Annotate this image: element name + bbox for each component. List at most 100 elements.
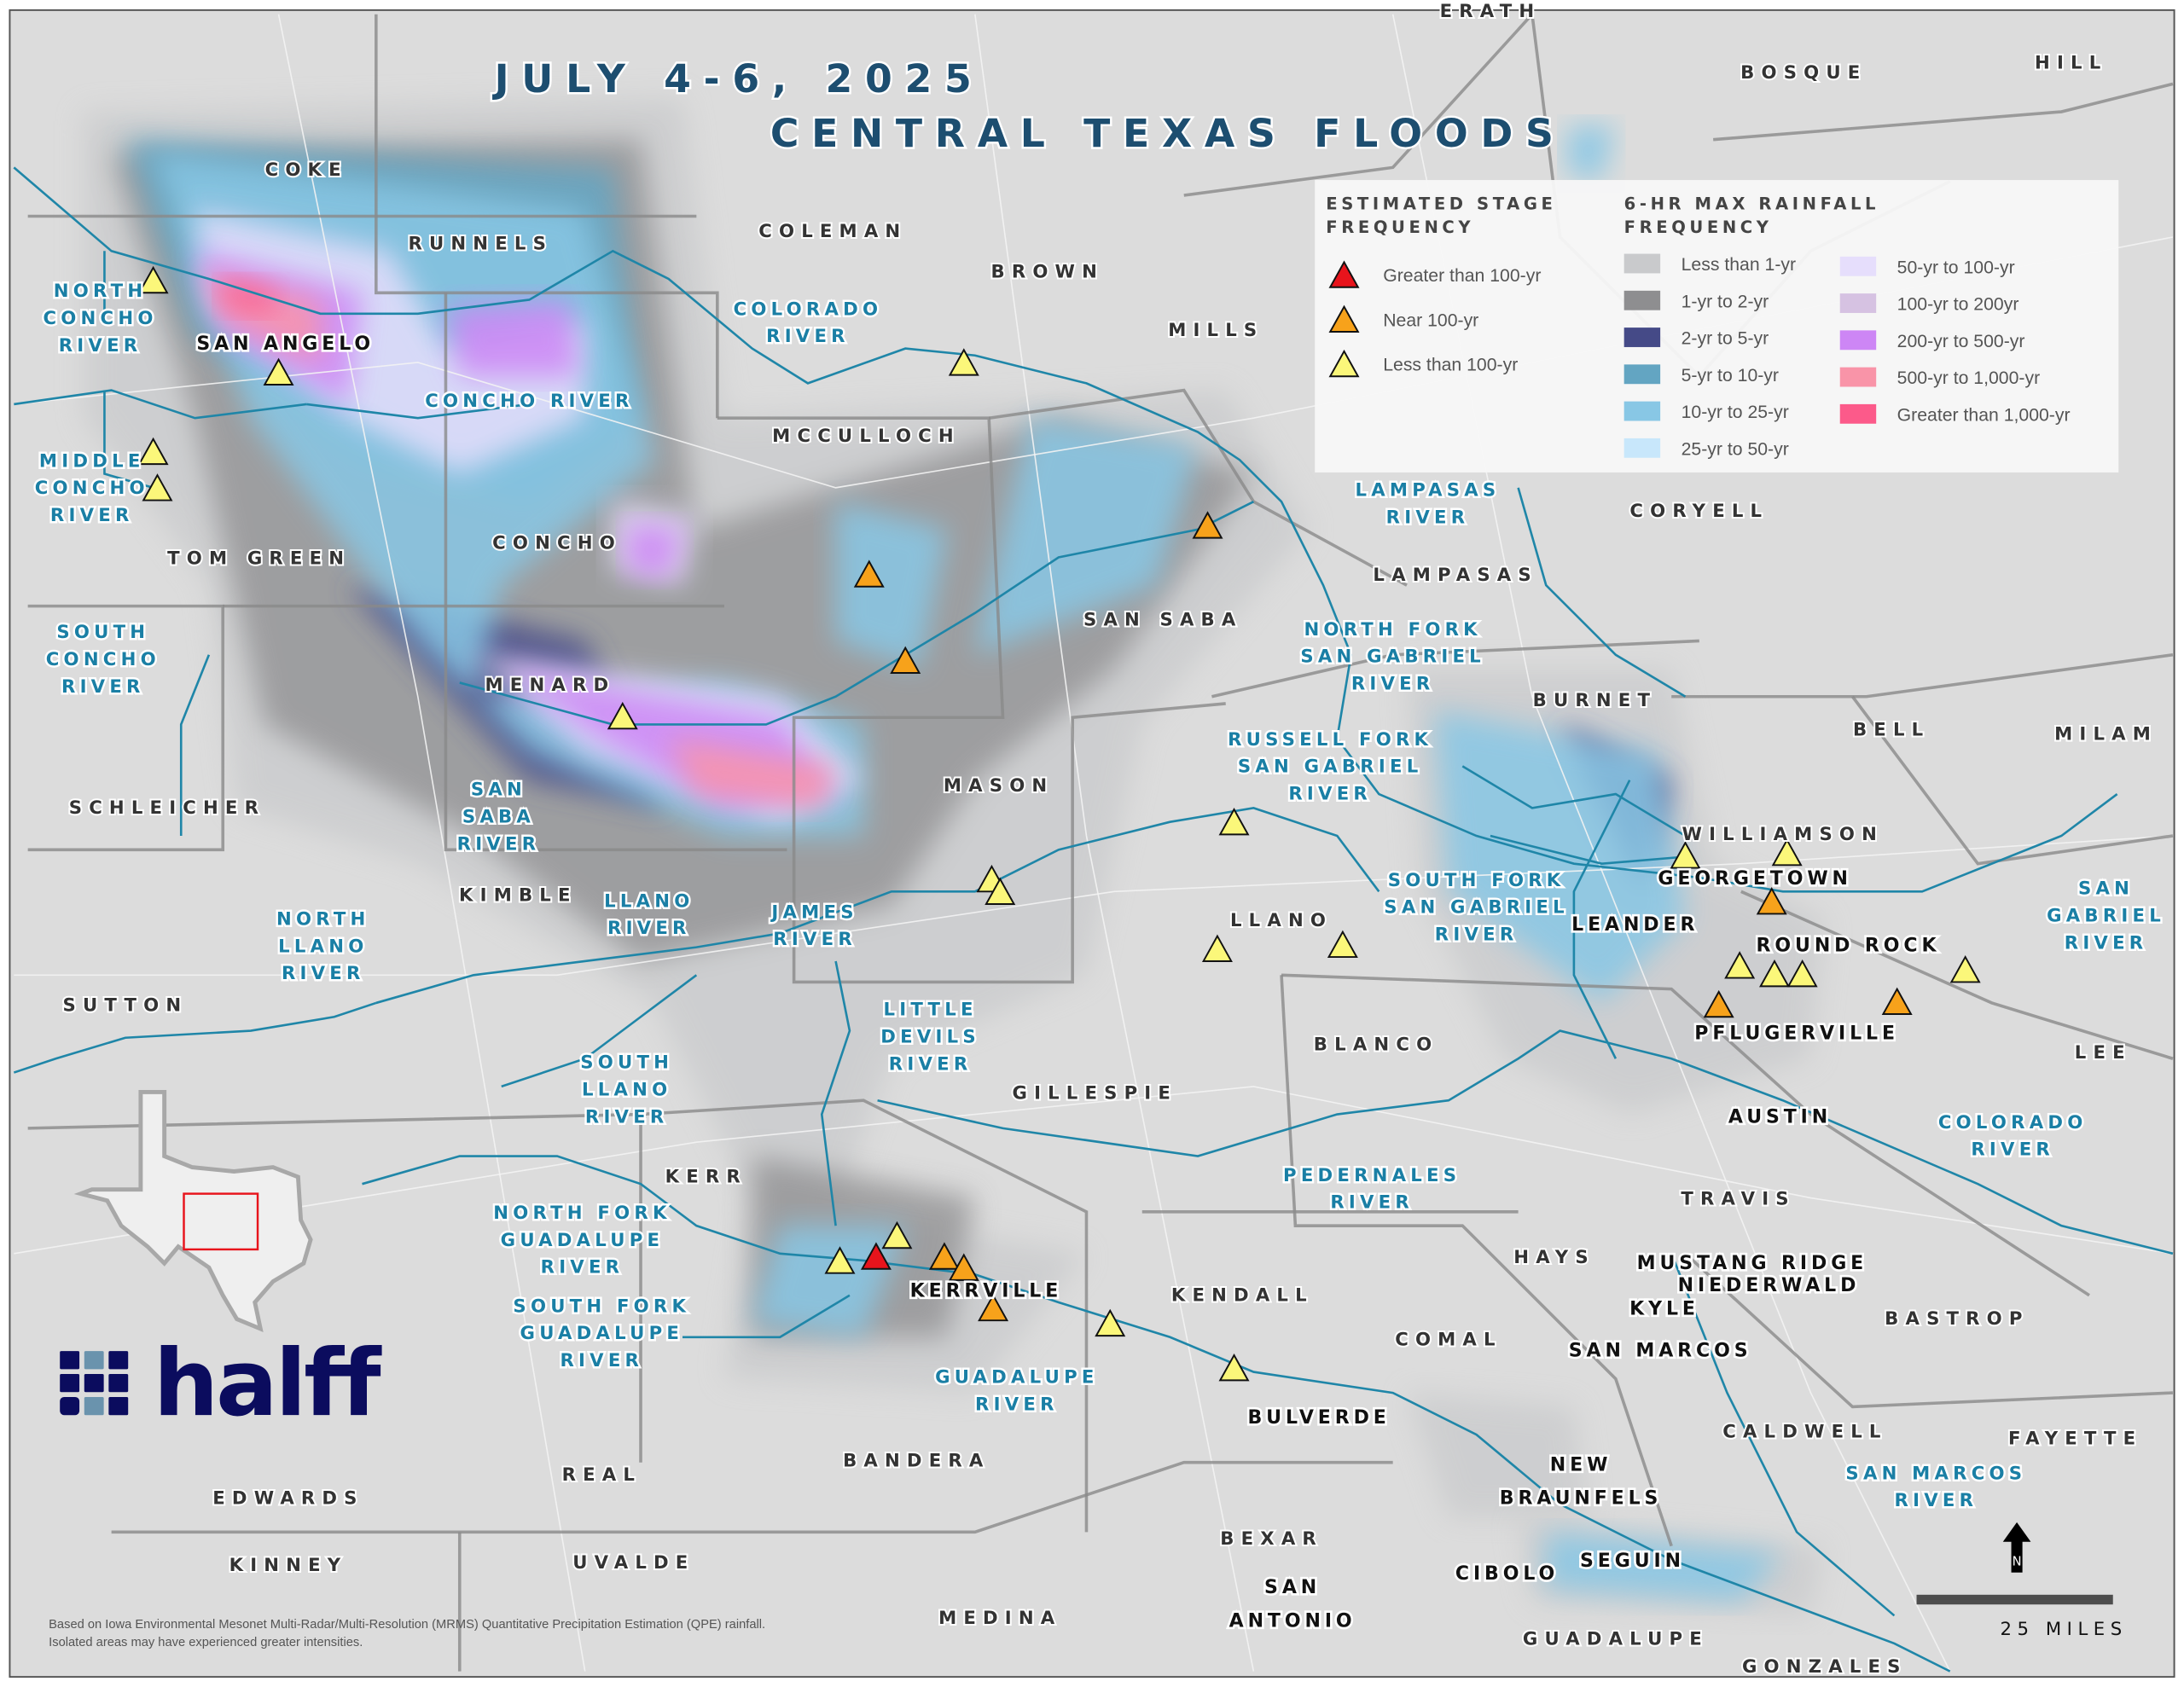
legend-rain-label: 50-yr to 100-yr: [1897, 258, 2015, 277]
county-label: ERATH: [1440, 1, 1542, 22]
river-label: COLORADO: [1938, 1112, 2088, 1133]
stage-gauge-near100: [1756, 887, 1787, 915]
river-label: LITTLE: [884, 1000, 978, 1021]
rainfall-area: [1546, 1532, 1783, 1602]
legend-swatch: [1623, 253, 1661, 274]
river-label: RIVER: [59, 335, 142, 357]
logo-square: [108, 1396, 129, 1416]
county-label: MENARD: [485, 675, 616, 696]
river-label: SOUTH FORK: [1388, 870, 1565, 891]
city-label: BRAUNFELS: [1500, 1488, 1663, 1510]
county-label: MILAM: [2054, 723, 2158, 745]
logo-square: [60, 1374, 80, 1393]
river-label: RIVER: [1435, 924, 1519, 945]
county-label: FAYETTE: [2008, 1428, 2142, 1449]
stage-gauge-lt100: [1095, 1308, 1126, 1337]
stage-gauge-near100: [1703, 989, 1734, 1018]
river-label: NORTH: [54, 281, 148, 302]
river-label: RIVER: [2065, 932, 2148, 954]
river-label: SAN GABRIEL: [1300, 646, 1485, 668]
rainfall-area: [974, 418, 1199, 655]
river-label: CONCHO: [44, 308, 158, 329]
stage-gauge-lt100: [985, 877, 1016, 906]
legend-rain-label: 2-yr to 5-yr: [1682, 329, 1769, 349]
stage-gauge-lt100: [607, 701, 638, 730]
stage-gauges: [137, 265, 1981, 1382]
river-label: RIVER: [282, 963, 365, 984]
stage-gauge-lt100: [1759, 959, 1790, 988]
logo-square: [108, 1374, 129, 1393]
stage-gauge-lt100: [824, 1246, 856, 1274]
river-line: [13, 1001, 377, 1074]
legend-rain-label: 10-yr to 25-yr: [1682, 403, 1789, 422]
county-label: LEE: [2075, 1042, 2132, 1064]
rainfall-area: [1566, 125, 1616, 182]
river-label: NORTH FORK: [1304, 619, 1481, 641]
stage-gauge-near100: [928, 1242, 960, 1270]
county-boundary: [1850, 695, 2174, 866]
legend-stage-label: Less than 100-yr: [1383, 356, 1518, 375]
legend-rain-label: 25-yr to 50-yr: [1682, 439, 1789, 459]
stage-gauge-lt100: [1949, 955, 1981, 983]
county-boundary: [111, 1460, 1393, 1534]
stage-heading-1: ESTIMATED STAGE: [1326, 194, 1556, 213]
river-label: LLANO: [278, 936, 368, 957]
legend-swatch: [1839, 256, 1877, 276]
river-label: PEDERNALES: [1283, 1165, 1461, 1186]
river-label: CONCHO: [46, 649, 160, 670]
city-label: MUSTANG RIDGE: [1637, 1253, 1868, 1274]
county-boundary: [640, 1099, 1089, 1533]
river-label: LLANO: [582, 1080, 671, 1101]
note-line1: Based on Iowa Environmental Mesonet Mult…: [49, 1618, 765, 1632]
legend-triangle-gt100-icon: [1328, 260, 1360, 288]
legend-rain-label: Greater than 1,000-yr: [1897, 405, 2071, 425]
stage-gauge-lt100: [142, 473, 173, 501]
county-label: KIMBLE: [459, 885, 578, 907]
road: [14, 835, 2173, 977]
river-line: [375, 807, 1380, 1005]
county-label: CORYELL: [1629, 501, 1769, 522]
county-boundary: [27, 604, 225, 852]
county-label: LLANO: [1230, 910, 1333, 931]
county-label: GILLESPIE: [1012, 1083, 1177, 1104]
river-label: RIVER: [975, 1394, 1059, 1415]
logo-square: [108, 1351, 129, 1370]
rain-heading-2: FREQUENCY: [1624, 217, 1773, 237]
map-title: JULY 4-6, 2025 CENTRAL TEXAS FLOODS: [490, 55, 1555, 159]
county-label: BEXAR: [1220, 1528, 1323, 1550]
county-boundaries: [27, 13, 2174, 1672]
north-label: N: [2013, 1555, 2022, 1569]
river-label: RIVER: [457, 833, 541, 855]
city-label: SAN ANGELO: [196, 333, 375, 355]
legend-stage-label: Near 100-yr: [1383, 310, 1478, 330]
county-label: SCHLEICHER: [69, 797, 265, 819]
river-label: RIVER: [889, 1053, 973, 1075]
county-label: SAN SABA: [1083, 609, 1242, 630]
river-line: [1490, 834, 1686, 865]
city-label: PFLUGERVILLE: [1694, 1023, 1899, 1044]
city-label: NEW: [1550, 1455, 1612, 1476]
county-label: BOSQUE: [1740, 62, 1867, 84]
city-label: SAN MARCOS: [1569, 1341, 1752, 1362]
legend-rain-label: 100-yr to 200yr: [1897, 295, 2019, 315]
legend-rain-label: Less than 1-yr: [1682, 255, 1796, 275]
logo-square: [60, 1396, 80, 1416]
legend-swatch: [1623, 401, 1661, 421]
river-label: SAN: [2078, 878, 2134, 900]
legend-rain-label: 5-yr to 10-yr: [1682, 366, 1779, 386]
river-label: RIVER: [773, 929, 857, 950]
county-label: REAL: [562, 1464, 642, 1486]
river-label: RIVER: [541, 1257, 624, 1278]
legend-rain-label: 500-yr to 1,000-yr: [1897, 368, 2040, 388]
county-label: KENDALL: [1171, 1284, 1314, 1306]
county-label: BLANCO: [1314, 1034, 1438, 1055]
legend-swatch: [1623, 290, 1661, 310]
city-label: LEANDER: [1571, 914, 1699, 936]
county-label: BASTROP: [1885, 1308, 2029, 1330]
stage-gauge-near100: [890, 646, 921, 674]
legend-rain-label: 200-yr to 500-yr: [1897, 332, 2025, 351]
county-label: UVALDE: [572, 1552, 694, 1574]
stage-gauge-lt100: [263, 357, 294, 386]
legend-stage-label: Greater than 100-yr: [1383, 266, 1541, 286]
legend: ESTIMATED STAGE FREQUENCY 6-HR MAX RAINF…: [1315, 180, 2119, 472]
